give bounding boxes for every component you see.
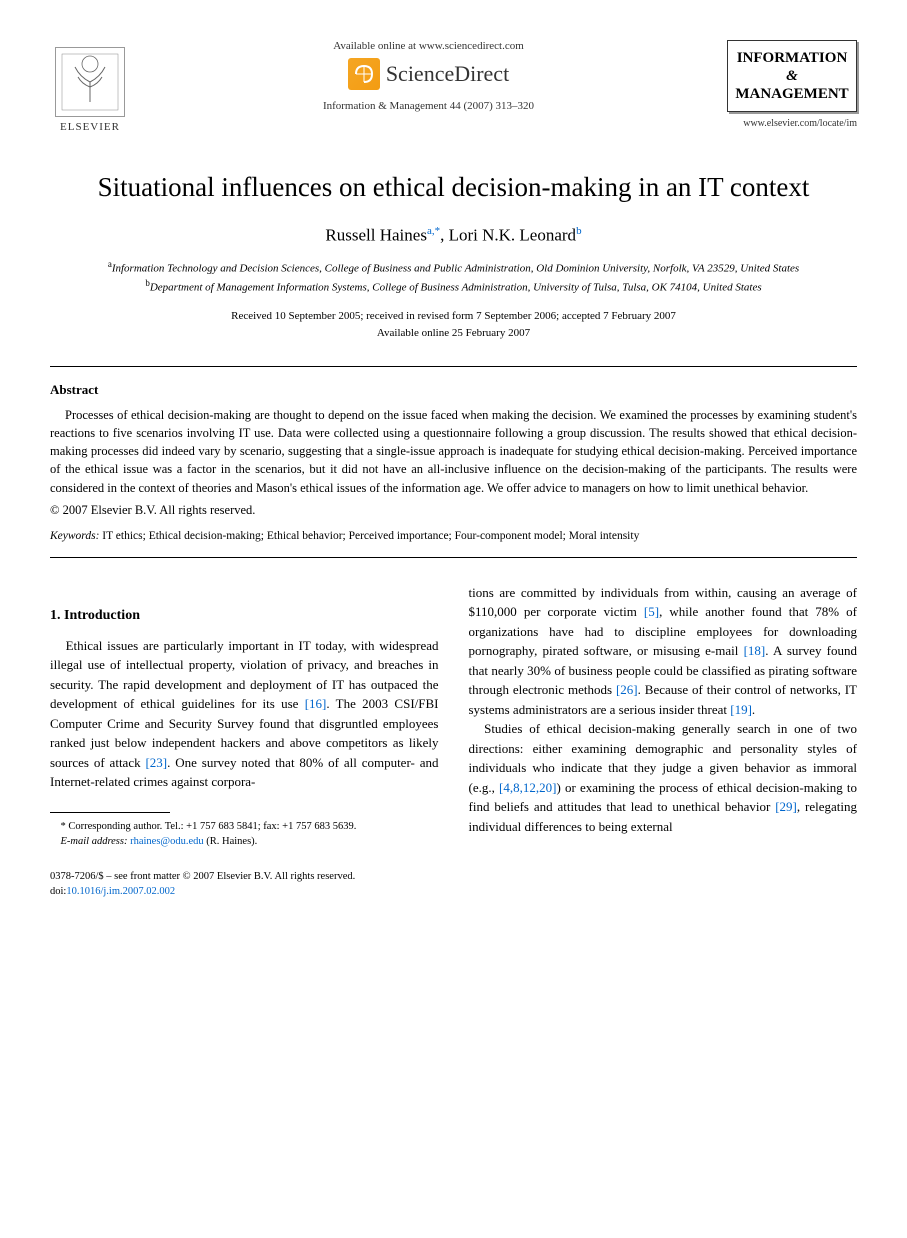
doi-line: doi:10.1016/j.im.2007.02.002 (50, 885, 857, 900)
intro-para-1-left: Ethical issues are particularly importan… (50, 636, 439, 792)
article-dates: Received 10 September 2005; received in … (50, 308, 857, 341)
abstract-text: Processes of ethical decision-making are… (50, 406, 857, 497)
ref-19[interactable]: [19] (730, 702, 752, 717)
email-link[interactable]: rhaines@odu.edu (130, 836, 204, 847)
affiliation-b: bDepartment of Management Information Sy… (50, 277, 857, 296)
ref-23[interactable]: [23] (145, 755, 167, 770)
affiliation-a: aInformation Technology and Decision Sci… (50, 258, 857, 277)
article-title: Situational influences on ethical decisi… (50, 170, 857, 205)
intro-para-2: Studies of ethical decision-making gener… (469, 719, 858, 836)
journal-name-line1: INFORMATION (732, 49, 852, 67)
footer-info: 0378-7206/$ – see front matter © 2007 El… (50, 870, 857, 899)
sciencedirect-logo: ScienceDirect (150, 58, 707, 90)
elsevier-tree-icon (55, 47, 125, 117)
elsevier-label: ELSEVIER (60, 121, 120, 133)
ref-18[interactable]: [18] (744, 643, 766, 658)
author-1-sup: a,* (427, 225, 440, 237)
email-line: E-mail address: rhaines@odu.edu (R. Hain… (50, 834, 439, 850)
authors-line: Russell Hainesa,*, Lori N.K. Leonardb (50, 225, 857, 246)
doi-label: doi: (50, 886, 66, 897)
ref-5[interactable]: [5] (644, 604, 659, 619)
ref-29[interactable]: [29] (775, 799, 797, 814)
journal-name-box: INFORMATION & MANAGEMENT (727, 40, 857, 112)
dates-online: Available online 25 February 2007 (50, 325, 857, 342)
email-person: (R. Haines). (206, 836, 257, 847)
dates-received: Received 10 September 2005; received in … (50, 308, 857, 325)
sd-icon (348, 58, 380, 90)
journal-url: www.elsevier.com/locate/im (727, 118, 857, 129)
front-matter-line: 0378-7206/$ – see front matter © 2007 El… (50, 870, 857, 885)
center-header: Available online at www.sciencedirect.co… (130, 40, 727, 112)
body-two-column: 1. Introduction Ethical issues are parti… (50, 583, 857, 851)
abstract-heading: Abstract (50, 382, 857, 398)
ref-26[interactable]: [26] (616, 682, 638, 697)
journal-reference: Information & Management 44 (2007) 313–3… (150, 100, 707, 112)
journal-name-line2: MANAGEMENT (732, 85, 852, 103)
left-column: 1. Introduction Ethical issues are parti… (50, 583, 439, 851)
footnote-separator (50, 812, 170, 813)
keywords-line: Keywords: IT ethics; Ethical decision-ma… (50, 530, 857, 542)
elsevier-logo: ELSEVIER (50, 40, 130, 140)
abstract-copyright: © 2007 Elsevier B.V. All rights reserved… (50, 503, 857, 518)
email-label: E-mail address: (61, 836, 128, 847)
divider-bottom (50, 557, 857, 558)
intro-para-1-right: tions are committed by individuals from … (469, 583, 858, 720)
author-2-sup: b (576, 225, 582, 237)
divider-top (50, 366, 857, 367)
affiliations: aInformation Technology and Decision Sci… (50, 258, 857, 296)
corresponding-footnote: * Corresponding author. Tel.: +1 757 683… (50, 819, 439, 851)
author-2[interactable]: Lori N.K. Leonard (449, 226, 576, 245)
journal-name-amp: & (732, 67, 852, 85)
journal-logo-box: INFORMATION & MANAGEMENT www.elsevier.co… (727, 40, 857, 129)
doi-link[interactable]: 10.1016/j.im.2007.02.002 (66, 886, 175, 897)
affil-b-text: Department of Management Information Sys… (150, 282, 762, 294)
ref-4-8-12-20[interactable]: [4,8,12,20] (499, 780, 556, 795)
affil-a-text: Information Technology and Decision Scie… (112, 262, 799, 274)
ref-16[interactable]: [16] (305, 696, 327, 711)
page-header: ELSEVIER Available online at www.science… (50, 40, 857, 140)
keywords-text: IT ethics; Ethical decision-making; Ethi… (102, 530, 639, 542)
corresponding-text: * Corresponding author. Tel.: +1 757 683… (50, 819, 439, 835)
section-1-heading: 1. Introduction (50, 608, 439, 624)
keywords-label: Keywords: (50, 530, 99, 542)
author-1[interactable]: Russell Haines (325, 226, 427, 245)
right-column: tions are committed by individuals from … (469, 583, 858, 851)
available-online-text: Available online at www.sciencedirect.co… (150, 40, 707, 52)
sd-name: ScienceDirect (386, 61, 509, 87)
